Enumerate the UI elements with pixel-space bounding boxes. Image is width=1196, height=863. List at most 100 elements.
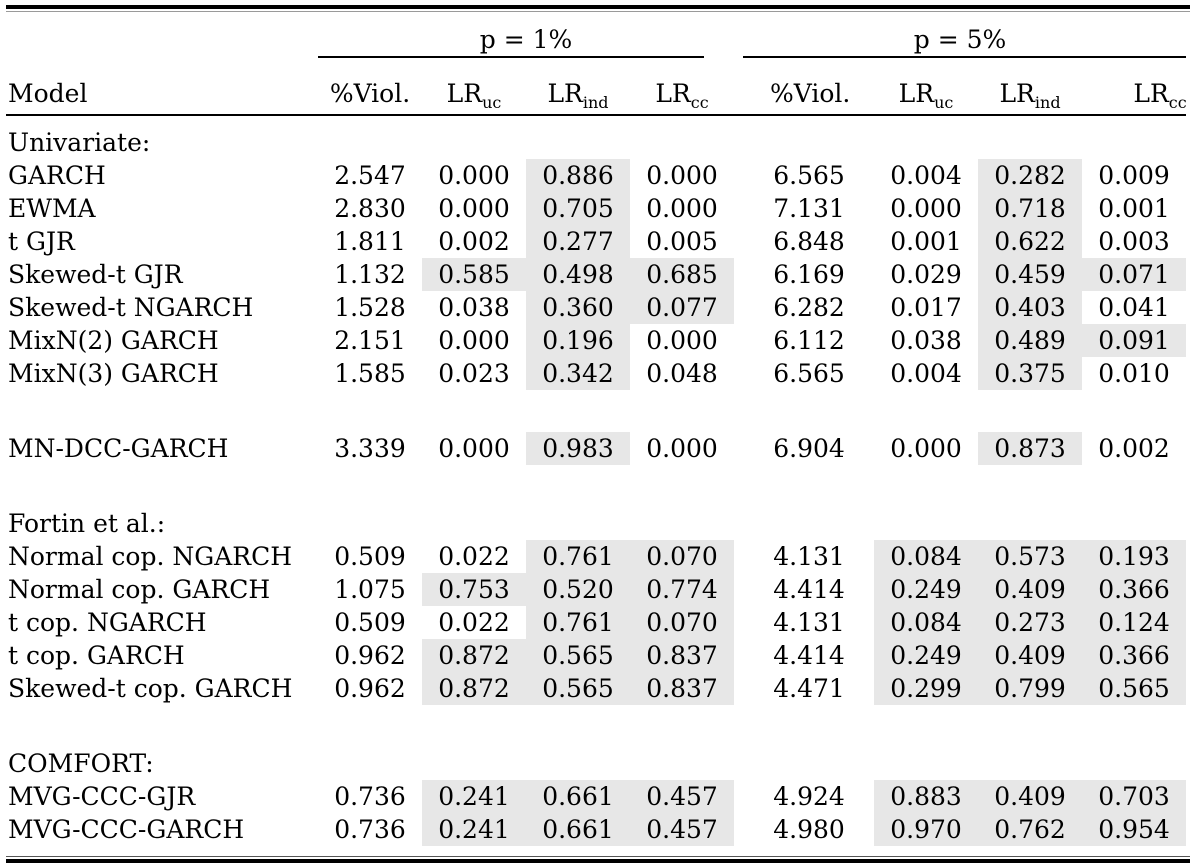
spacer-cell [6,705,1186,747]
gap-cell [734,258,770,291]
model-cell: EWMA [8,194,96,223]
value-cell: 0.077 [630,291,735,324]
value-cell: 2.151 [334,326,406,355]
col-group-p5: p = 5% [913,25,1007,54]
value-cell: 4.924 [773,782,845,811]
value-cell: 0.273 [978,606,1083,639]
value-cell: 0.573 [978,540,1083,573]
value-cell: 0.970 [874,813,979,846]
value-cell: 0.360 [526,291,630,324]
value-cell: 0.753 [422,573,526,606]
value-cell: 0.661 [526,813,630,846]
value-cell: 0.009 [1098,161,1170,190]
table-row: t GJR 1.811 0.002 0.277 0.005 6.848 0.001 0.622… [6,225,1186,258]
value-cell: 1.132 [334,260,406,289]
value-cell: 1.528 [334,293,406,322]
empty-cell [6,12,318,56]
group-header-row: p = 1% p = 5% [6,12,1186,56]
value-cell: 0.498 [526,258,630,291]
table-row: EWMA 2.830 0.000 0.705 0.000 7.131 0.000 0.718 0… [6,192,1186,225]
value-cell: 0.873 [978,432,1083,465]
section-label: Univariate: [8,128,151,157]
model-cell: t GJR [8,227,75,256]
table-row: MixN(3) GARCH 1.585 0.023 0.342 0.048 6.565 0.… [6,357,1186,390]
spacer-row [6,465,1186,507]
value-cell: 0.761 [526,606,630,639]
value-cell: 0.000 [438,434,510,463]
gap-cell [734,291,770,324]
value-cell: 0.565 [526,639,630,672]
value-cell: 0.565 [526,672,630,705]
value-cell: 0.000 [438,194,510,223]
value-cell: 0.091 [1082,324,1187,357]
value-cell: 0.029 [890,260,962,289]
value-cell: 0.000 [646,194,718,223]
model-cell: MVG-CCC-GJR [8,782,196,811]
value-cell: 2.547 [334,161,406,190]
gap-cell [734,357,770,390]
model-cell: GARCH [8,161,106,190]
table-body: Univariate: GARCH 2.547 0.000 0.886 0.000 6.56… [6,115,1187,846]
value-cell: 0.002 [438,227,510,256]
value-cell: 0.366 [1082,639,1187,672]
spacer-row [6,390,1186,432]
value-cell: 0.837 [630,639,735,672]
value-cell: 0.761 [526,540,630,573]
header-padding-row [6,115,1186,126]
col-header-viol-p5: %Viol. [770,62,875,116]
value-cell: 0.023 [438,359,510,388]
value-cell: 4.414 [773,575,845,604]
value-cell: 1.585 [334,359,406,388]
section-label: COMFORT: [8,749,154,778]
value-cell: 0.799 [978,672,1083,705]
value-cell: 6.904 [773,434,845,463]
value-cell: 0.000 [646,161,718,190]
value-cell: 0.457 [630,780,735,813]
table-row: Skewed-t GJR 1.132 0.585 0.498 0.685 6.169 0.0… [6,258,1187,291]
value-cell: 0.872 [422,672,526,705]
col-header-model: Model [6,62,318,116]
value-cell: 0.070 [630,606,735,639]
gap-cell [734,540,770,573]
value-cell: 0.718 [978,192,1083,225]
value-cell: 6.565 [773,161,845,190]
value-cell: 0.883 [874,780,979,813]
value-cell: 0.705 [526,192,630,225]
value-cell: 4.131 [773,608,845,637]
table-row: MN-DCC-GARCH 3.339 0.000 0.983 0.000 6.904 0.0… [6,432,1186,465]
value-cell: 6.282 [773,293,845,322]
p1-underline [318,56,705,58]
value-cell: 0.084 [874,540,979,573]
value-cell: 0.886 [526,159,630,192]
value-cell: 0.403 [978,291,1083,324]
value-cell: 0.509 [334,542,406,571]
value-cell: 0.509 [334,608,406,637]
value-cell: 0.622 [978,225,1083,258]
value-cell: 0.193 [1082,540,1187,573]
value-cell: 0.038 [890,326,962,355]
table-row: Normal cop. NGARCH 0.509 0.022 0.761 0.070 4.… [6,540,1187,573]
value-cell: 0.041 [1098,293,1170,322]
value-cell: 0.962 [334,674,406,703]
value-cell: 0.000 [646,326,718,355]
gap-cell [734,192,770,225]
value-cell: 0.837 [630,672,735,705]
gap-cell [734,324,770,357]
value-cell: 0.022 [438,542,510,571]
section-row: Univariate: [6,126,1186,159]
table-row: t cop. GARCH 0.962 0.872 0.565 0.837 4.414 0.2… [6,639,1187,672]
value-cell: 0.983 [526,432,630,465]
value-cell: 0.366 [1082,573,1187,606]
table-row: MixN(2) GARCH 2.151 0.000 0.196 0.000 6.112 0.… [6,324,1187,357]
value-cell: 0.071 [1082,258,1187,291]
value-cell: 4.471 [773,674,845,703]
value-cell: 6.848 [773,227,845,256]
value-cell: 0.375 [978,357,1083,390]
value-cell: 0.409 [978,639,1083,672]
col-header-lruc-p5: LRuc [874,62,979,116]
value-cell: 0.409 [978,573,1083,606]
gap-cell [734,573,770,606]
value-cell: 0.004 [890,359,962,388]
value-cell: 0.003 [1098,227,1170,256]
